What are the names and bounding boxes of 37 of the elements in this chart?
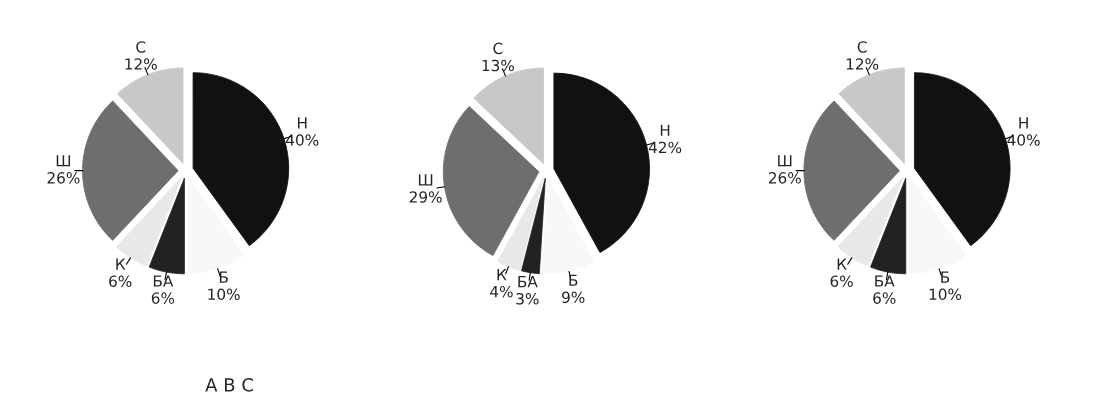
slice-label: Ш [418,174,433,186]
slice-label: Ш [56,155,71,167]
data-label: 6% [830,275,853,287]
slice-label: БА [875,275,895,287]
data-label: 40% [1007,134,1040,146]
text: A B C [205,378,253,392]
data-label: 42% [648,141,682,154]
data-label: 10% [929,288,962,301]
data-label: 10% [208,288,240,301]
slice-label: К [497,268,507,281]
data-label: 6% [109,275,132,287]
slice-label: Б [219,271,228,283]
data-label: 12% [846,58,879,70]
slice-label: К [116,258,126,270]
slice-label: Б [941,271,950,283]
data-label: 26% [768,172,801,184]
data-label: 26% [47,172,80,184]
slice-label: С [493,42,503,55]
slice-label: Ш [778,155,792,167]
data-label: 4% [490,285,513,298]
data-label: 9% [562,291,585,304]
data-label: 3% [516,292,539,305]
slice-label: Н [1019,117,1028,129]
slice-label: БА [518,276,538,288]
slice-label: К [837,258,847,270]
slice-label: С [136,41,146,53]
slice-label: Н [297,117,307,129]
slice-label: Н [660,124,670,136]
data-label: 29% [409,191,442,203]
slice-label: БА [153,275,174,287]
data-label: 40% [286,134,319,146]
data-label: 13% [482,59,515,72]
data-label: 12% [125,58,157,70]
slice-label: С [857,41,867,53]
slice-label: Б [569,274,578,286]
data-label: 6% [873,292,896,304]
data-label: 6% [151,292,175,304]
